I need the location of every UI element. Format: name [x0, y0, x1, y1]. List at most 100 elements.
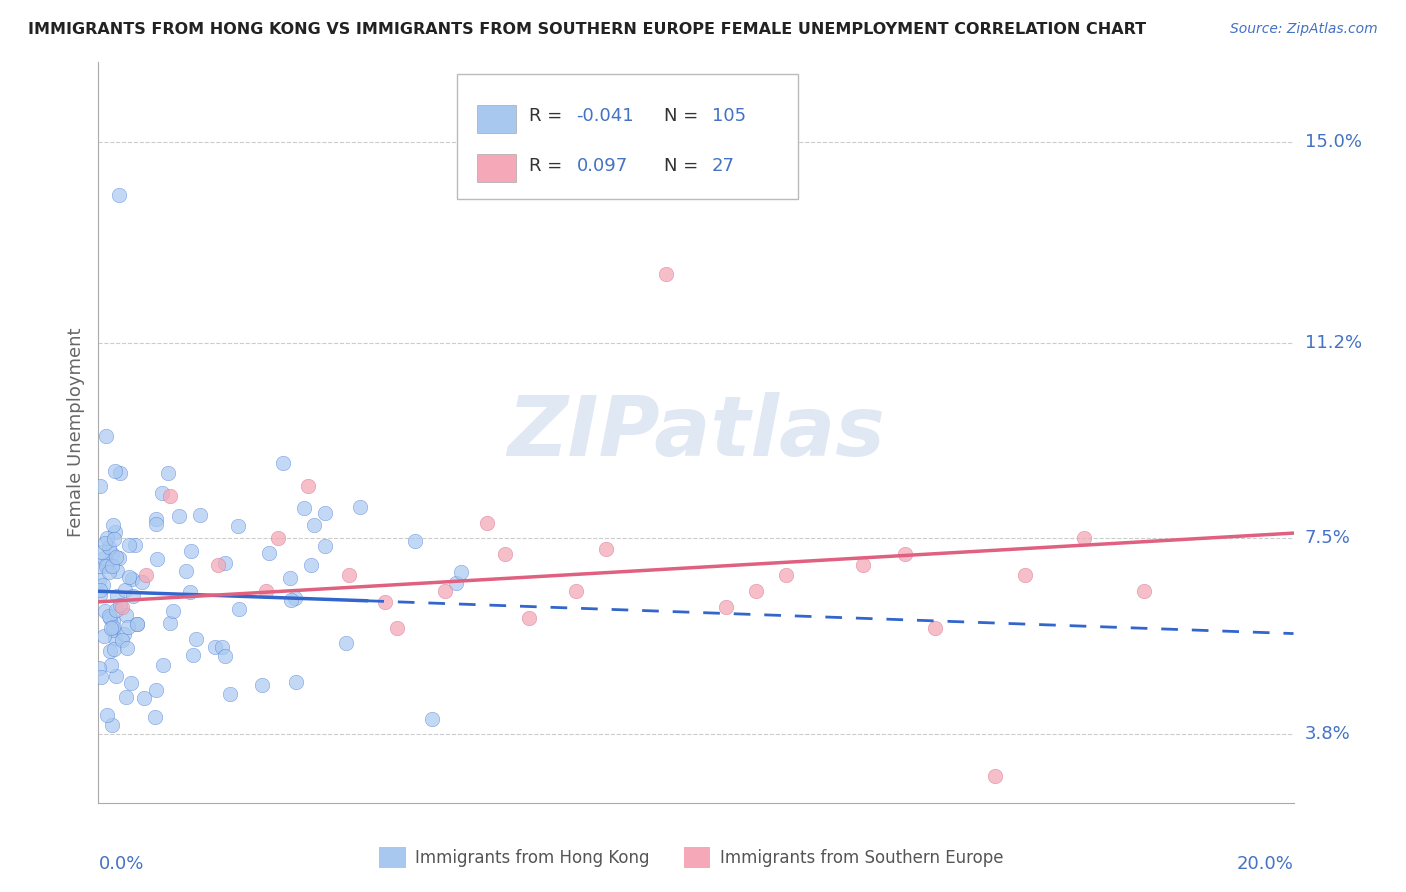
Point [302, 518, 325, 533]
FancyBboxPatch shape [477, 104, 516, 133]
Point [444, 576, 467, 591]
Point [127, 616, 149, 631]
Point [595, 541, 617, 556]
Point [107, 550, 129, 565]
Point [404, 534, 426, 549]
Point [565, 584, 588, 599]
Point [180, 544, 202, 558]
Point [114, 607, 136, 622]
Point [98, 643, 121, 657]
Point [219, 687, 242, 701]
Point [374, 595, 396, 609]
Point [93, 629, 115, 643]
Text: -0.041: -0.041 [576, 108, 634, 126]
Point [207, 558, 229, 572]
Point [105, 603, 128, 617]
Point [87, 574, 110, 588]
Point [93, 550, 115, 565]
Point [105, 550, 128, 565]
Point [104, 524, 127, 539]
Point [89, 479, 111, 493]
Point [714, 600, 737, 615]
Text: 7.5%: 7.5% [1305, 529, 1351, 548]
Point [186, 632, 208, 647]
Point [91, 578, 114, 592]
Text: 105: 105 [711, 108, 745, 126]
Point [132, 691, 155, 706]
Text: 20.0%: 20.0% [1237, 855, 1294, 872]
Point [259, 546, 281, 560]
Point [103, 532, 125, 546]
Point [214, 648, 236, 663]
Point [146, 551, 169, 566]
Point [297, 478, 319, 492]
Point [924, 621, 946, 635]
Point [314, 506, 336, 520]
Point [655, 267, 678, 281]
Point [94, 559, 117, 574]
Point [159, 489, 181, 503]
Point [122, 590, 145, 604]
Point [745, 584, 768, 599]
Point [97, 565, 120, 579]
Point [145, 511, 167, 525]
Point [108, 187, 131, 202]
Point [204, 640, 226, 654]
Text: 11.2%: 11.2% [1305, 334, 1362, 351]
Point [984, 769, 1007, 783]
Point [100, 718, 122, 732]
Point [143, 710, 166, 724]
Point [111, 633, 134, 648]
Point [89, 588, 111, 602]
Point [349, 500, 371, 515]
Point [94, 429, 117, 443]
Point [124, 538, 146, 552]
Point [775, 568, 797, 582]
Point [110, 466, 132, 480]
Point [214, 556, 236, 570]
Point [254, 584, 277, 599]
Point [145, 683, 167, 698]
Point [100, 621, 122, 635]
Point [100, 658, 122, 673]
Point [280, 571, 302, 585]
Point [267, 532, 290, 546]
Point [114, 582, 136, 597]
Point [108, 598, 131, 612]
Point [94, 536, 117, 550]
Point [894, 547, 917, 561]
Point [96, 558, 118, 572]
Point [112, 626, 135, 640]
Text: 3.8%: 3.8% [1305, 725, 1350, 743]
Text: 0.0%: 0.0% [98, 855, 143, 872]
Point [118, 570, 141, 584]
Point [115, 690, 138, 704]
Point [101, 547, 124, 561]
Point [100, 558, 122, 573]
Point [111, 600, 134, 615]
Point [103, 614, 125, 628]
Point [90, 670, 112, 684]
Point [250, 678, 273, 692]
Point [181, 648, 204, 662]
Point [273, 456, 295, 470]
Point [226, 518, 249, 533]
Text: Immigrants from Hong Kong: Immigrants from Hong Kong [415, 848, 650, 867]
Point [280, 593, 302, 607]
Point [420, 712, 443, 726]
Point [167, 509, 190, 524]
Point [179, 585, 201, 599]
Text: Immigrants from Southern Europe: Immigrants from Southern Europe [720, 848, 1004, 867]
Point [93, 604, 115, 618]
Point [105, 590, 128, 604]
Point [284, 591, 307, 605]
Point [101, 620, 124, 634]
Point [339, 568, 361, 582]
Point [450, 566, 472, 580]
Point [98, 611, 121, 625]
FancyBboxPatch shape [457, 73, 797, 200]
Text: 27: 27 [711, 157, 734, 175]
Y-axis label: Female Unemployment: Female Unemployment [66, 328, 84, 537]
Point [1133, 584, 1156, 599]
Point [104, 631, 127, 645]
